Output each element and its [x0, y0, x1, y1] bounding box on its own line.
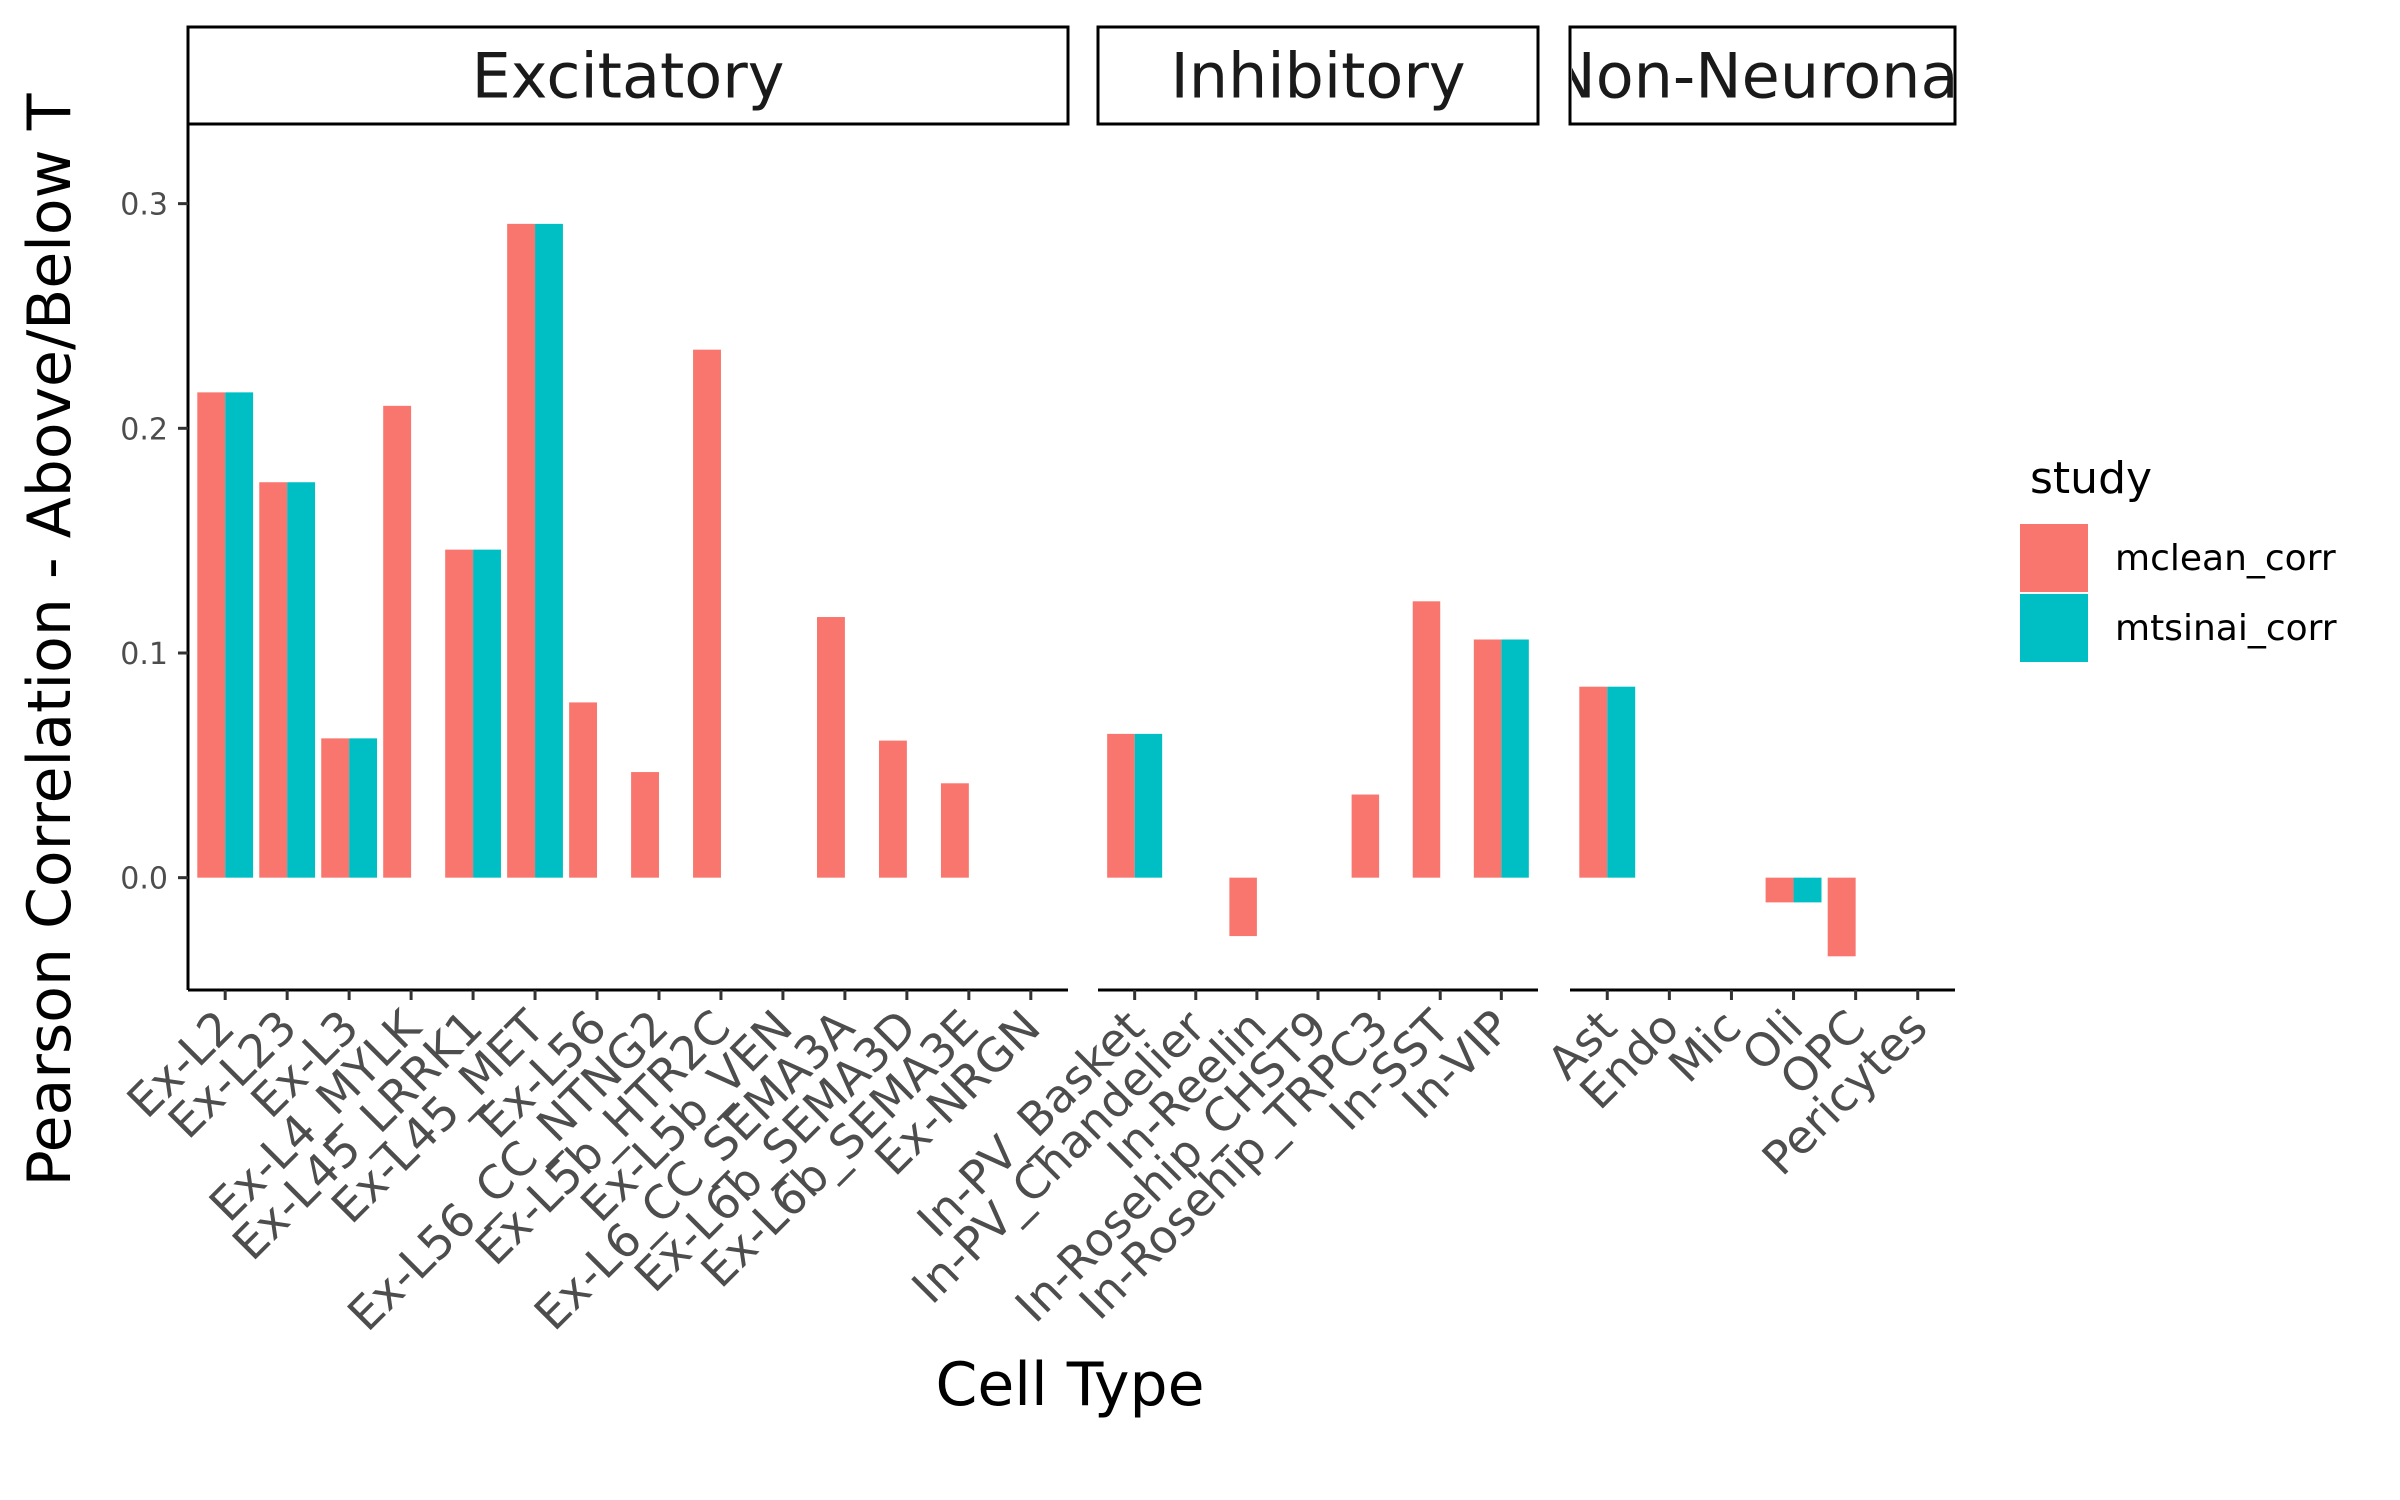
legend-title: study	[2030, 453, 2152, 504]
bars-layer	[197, 223, 1856, 957]
bar-mclean_corr	[1765, 877, 1794, 903]
legend-label: mclean_corr	[2115, 538, 2336, 579]
bar-mclean_corr	[1351, 794, 1380, 878]
legend-key-mclean_corr	[2020, 524, 2088, 592]
y-tick-label: 0.2	[120, 412, 168, 447]
facet-strip	[1568, 25, 1957, 126]
facet-strip-label: Inhibitory	[1170, 40, 1465, 113]
facet-strip	[1096, 25, 1540, 126]
bar-mtsinai_corr	[1793, 877, 1822, 903]
bar-mclean_corr	[940, 783, 969, 878]
bar-mclean_corr	[631, 772, 659, 878]
bar-mtsinai_corr	[287, 482, 316, 878]
bar-mtsinai_corr	[349, 738, 378, 878]
legend: study mclean_corr mtsinai_corr	[2020, 453, 2337, 662]
bar-mclean_corr	[1229, 877, 1257, 937]
x-axis-title: Cell Type	[935, 1350, 1204, 1420]
bar-mtsinai_corr	[1501, 639, 1529, 878]
bar-mclean_corr	[1107, 733, 1135, 878]
axes-layer	[178, 25, 1957, 1000]
bar-mclean_corr	[445, 549, 474, 878]
y-axis-title: Pearson Correlation - Above/Below T	[15, 93, 85, 1186]
bar-mtsinai_corr	[535, 223, 563, 878]
y-tick-label: 0.0	[120, 862, 168, 897]
legend-label: mtsinai_corr	[2115, 608, 2337, 649]
facet-strip-label: Non-Neuronal	[1549, 40, 1975, 113]
bar-mtsinai_corr	[1134, 733, 1163, 878]
bar-mclean_corr	[507, 223, 536, 878]
legend-key-mtsinai_corr	[2020, 594, 2088, 662]
bar-mclean_corr	[1473, 639, 1502, 878]
y-tick-label: 0.1	[120, 637, 168, 672]
bar-mclean_corr	[321, 738, 350, 878]
bar-mclean_corr	[693, 349, 721, 878]
bar-mclean_corr	[259, 482, 288, 878]
bar-mtsinai_corr	[473, 549, 501, 878]
bar-mclean_corr	[817, 617, 845, 878]
bar-mtsinai_corr	[225, 392, 254, 878]
bar-mclean_corr	[569, 702, 598, 878]
bar-mtsinai_corr	[1607, 686, 1636, 878]
bar-mclean_corr	[383, 405, 412, 878]
bar-mclean_corr	[1579, 686, 1608, 878]
y-tick-label: 0.3	[120, 188, 168, 223]
bar-mclean_corr	[1412, 601, 1441, 878]
bar-mclean_corr	[878, 740, 907, 878]
bar-mclean_corr	[1827, 877, 1856, 957]
facet-strip	[186, 25, 1070, 126]
bar-mclean_corr	[197, 392, 226, 878]
facet-strip-label: Excitatory	[472, 40, 785, 113]
